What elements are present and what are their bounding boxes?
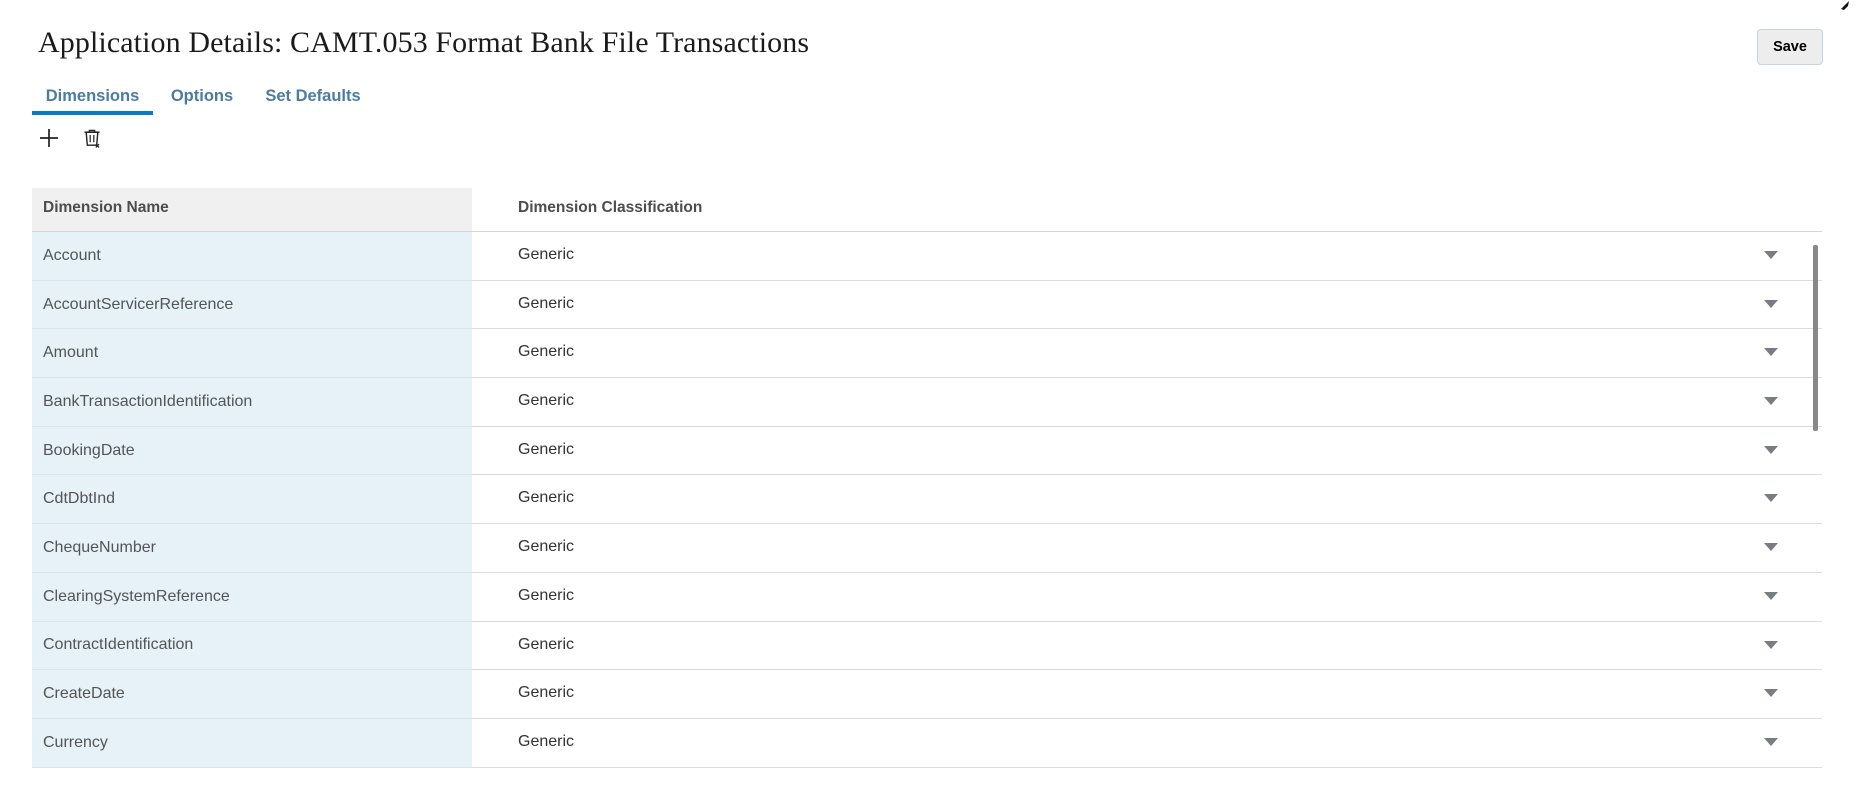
cell-dimension-name[interactable]: AccountServicerReference (32, 280, 472, 330)
chevron-down-icon[interactable] (1764, 348, 1778, 357)
chevron-down-icon[interactable] (1764, 299, 1778, 308)
cell-dimension-name[interactable]: CreateDate (32, 670, 472, 719)
chevron-down-icon[interactable] (1764, 640, 1778, 649)
chevron-down-icon[interactable] (1764, 543, 1778, 552)
table-row: CdtDbtInd Generic (32, 475, 1822, 525)
cell-dimension-name[interactable]: CdtDbtInd (32, 475, 472, 525)
classification-select-value: Generic (518, 538, 575, 556)
cell-dimension-name[interactable]: BookingDate (32, 426, 472, 476)
cell-dimension-classification[interactable]: Generic (472, 670, 1822, 719)
page-header: Application Details: CAMT.053 Format Ban… (0, 0, 1861, 74)
table-row: ContractIdentification Generic (32, 621, 1822, 671)
cell-dimension-name[interactable]: ContractIdentification (32, 621, 472, 671)
column-header-dimension-name-label: Dimension Name (43, 199, 169, 216)
cell-dimension-name[interactable]: Currency (32, 718, 472, 768)
dimensions-table: Dimension Name Dimension Classification … (32, 188, 1822, 786)
chevron-down-icon[interactable] (1764, 689, 1778, 698)
table-row: BankTransactionIdentification Generic (32, 378, 1822, 427)
cell-dimension-name[interactable]: BankTransactionIdentification (32, 378, 472, 427)
table-row: Account Generic (32, 232, 1822, 281)
cell-dimension-classification[interactable]: Generic (472, 475, 1822, 525)
table-body: Account Generic AccountServicerReference Ge… (32, 232, 1822, 768)
vertical-scrollbar-track[interactable] (1813, 188, 1818, 786)
table-row: Currency Generic (32, 718, 1822, 768)
table-row: BookingDate Generic (32, 426, 1822, 476)
table-header-row: Dimension Name Dimension Classification (32, 188, 1822, 232)
cell-dimension-name[interactable]: ClearingSystemReference (32, 572, 472, 622)
cell-dimension-classification[interactable]: Generic (472, 718, 1822, 768)
cell-dimension-classification[interactable]: Generic (472, 378, 1822, 427)
table-row: Amount Generic (32, 329, 1822, 379)
vertical-scrollbar-thumb[interactable] (1813, 245, 1818, 431)
tab-bar: Dimensions Options Set Defaults (0, 74, 1861, 118)
classification-select-value: Generic (518, 392, 575, 410)
cell-dimension-name[interactable]: Account (32, 232, 472, 281)
add-row-button[interactable] (32, 121, 66, 155)
cell-dimension-classification[interactable]: Generic (472, 232, 1822, 281)
classification-select-value: Generic (518, 684, 575, 702)
cell-dimension-classification[interactable]: Generic (472, 280, 1822, 330)
column-header-dimension-classification[interactable]: Dimension Classification (472, 188, 1822, 232)
classification-select-value: Generic (518, 732, 575, 750)
save-button[interactable]: Save (1757, 29, 1823, 65)
cell-dimension-classification[interactable]: Generic (472, 572, 1822, 622)
classification-select-value: Generic (518, 440, 575, 458)
classification-select-value: Generic (518, 489, 575, 507)
tab-options-label: Options (170, 87, 234, 105)
chevron-down-icon[interactable] (1764, 445, 1778, 454)
mouse-cursor-icon (1841, 1, 1849, 10)
tab-active-underline (32, 111, 153, 115)
chevron-down-icon[interactable] (1764, 737, 1778, 746)
trash-delete-icon (81, 127, 103, 149)
cell-dimension-name[interactable]: ChequeNumber (32, 524, 472, 573)
tab-set-defaults-label: Set Defaults (265, 87, 361, 105)
chevron-down-icon[interactable] (1764, 397, 1778, 406)
cell-dimension-classification[interactable]: Generic (472, 426, 1822, 476)
tab-set-defaults[interactable]: Set Defaults (265, 74, 361, 118)
table-row: AccountServicerReference Generic (32, 280, 1822, 330)
classification-select-value: Generic (518, 343, 575, 361)
classification-select-value: Generic (518, 294, 575, 312)
plus-icon (38, 127, 60, 149)
table-row: ClearingSystemReference Generic (32, 572, 1822, 622)
classification-select-value: Generic (518, 635, 575, 653)
delete-row-button[interactable] (75, 121, 109, 155)
table-row: ChequeNumber Generic (32, 524, 1822, 573)
cell-dimension-classification[interactable]: Generic (472, 621, 1822, 671)
page-title: Application Details: CAMT.053 Format Ban… (38, 26, 810, 59)
table-row: CreateDate Generic (32, 670, 1822, 719)
chevron-down-icon[interactable] (1764, 591, 1778, 600)
classification-select-value: Generic (518, 586, 575, 604)
tab-options[interactable]: Options (167, 74, 237, 118)
chevron-down-icon[interactable] (1764, 494, 1778, 503)
cell-dimension-classification[interactable]: Generic (472, 524, 1822, 573)
tab-dimensions[interactable]: Dimensions (32, 74, 153, 118)
chevron-down-icon[interactable] (1764, 251, 1778, 259)
classification-select-value: Generic (518, 246, 575, 263)
column-header-dimension-name[interactable]: Dimension Name (32, 188, 472, 232)
column-header-dimension-classification-label: Dimension Classification (518, 199, 703, 216)
tab-dimensions-label: Dimensions (45, 87, 140, 105)
table-toolbar (0, 118, 1861, 158)
cell-dimension-classification[interactable]: Generic (472, 329, 1822, 379)
cell-dimension-name[interactable]: Amount (32, 329, 472, 379)
